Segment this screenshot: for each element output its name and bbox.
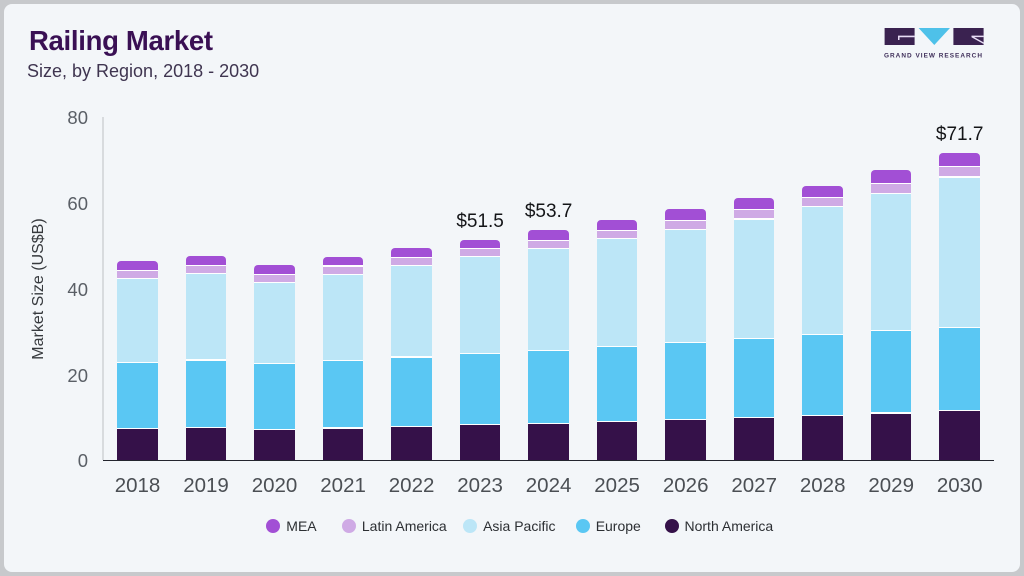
svg-text:GRAND VIEW RESEARCH: GRAND VIEW RESEARCH bbox=[884, 53, 983, 60]
